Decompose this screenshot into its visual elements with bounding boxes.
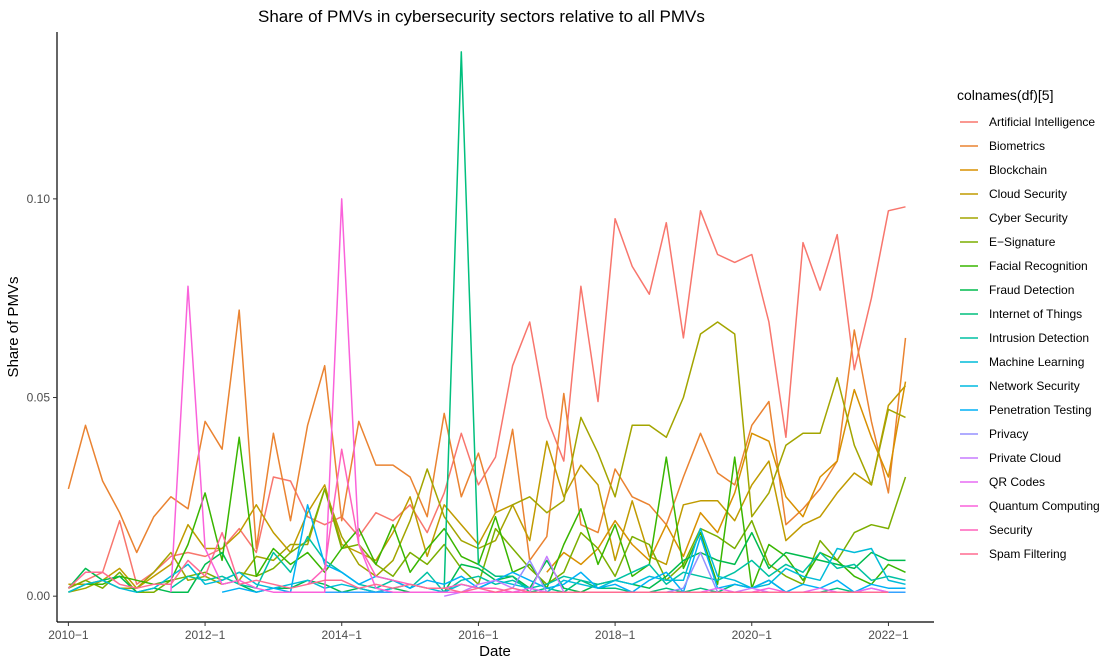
legend-label: Privacy (989, 427, 1028, 441)
x-tick-label: 2010−1 (48, 628, 89, 642)
legend-item: Spam Filtering (960, 547, 1066, 561)
legend-item: Fraud Detection (960, 283, 1074, 297)
legend-label: Cloud Security (989, 187, 1067, 201)
legend-item: Penetration Testing (960, 403, 1092, 417)
x-tick-label: 2020−1 (732, 628, 773, 642)
legend-label: Machine Learning (989, 355, 1084, 369)
legend-label: Facial Recognition (989, 259, 1088, 273)
legend-item: Internet of Things (960, 307, 1082, 321)
series-line-5 (68, 476, 907, 593)
legend-item: Cyber Security (960, 211, 1068, 225)
y-tick-label: 0.00 (27, 589, 51, 603)
series-line-18 (67, 531, 889, 593)
x-tick-label: 2022−1 (868, 628, 909, 642)
legend-item: Quantum Computing (960, 499, 1100, 513)
legend-item: Private Cloud (960, 451, 1061, 465)
legend-item: Biometrics (960, 139, 1045, 153)
x-tick-label: 2016−1 (458, 628, 499, 642)
legend-label: Cyber Security (989, 211, 1068, 225)
legend-label: Network Security (989, 379, 1080, 393)
legend-item: Blockchain (960, 163, 1047, 177)
legend-label: Quantum Computing (989, 499, 1100, 513)
legend-item: Artificial Intelligence (960, 115, 1095, 129)
series-line-4 (68, 321, 906, 593)
legend-item: Network Security (960, 379, 1080, 393)
legend-item: E−Signature (960, 235, 1056, 249)
legend-item: Machine Learning (960, 355, 1084, 369)
legend-label: Artificial Intelligence (989, 115, 1095, 129)
series-line-3 (68, 385, 907, 589)
x-tick-label: 2012−1 (185, 628, 226, 642)
legend-label: Private Cloud (989, 451, 1061, 465)
series-line-2 (546, 381, 907, 573)
legend-item: Intrusion Detection (960, 331, 1089, 345)
series-line-16 (170, 198, 889, 593)
series-line-9 (170, 535, 906, 593)
y-ticks: 0.00 0.05 0.10 (27, 192, 57, 603)
series-line-7 (67, 531, 906, 593)
legend-label: Security (989, 523, 1032, 537)
legend-label: E−Signature (989, 235, 1056, 249)
x-tick-label: 2018−1 (595, 628, 636, 642)
legend-item: Privacy (960, 427, 1028, 441)
y-axis-label: Share of PMVs (5, 277, 22, 378)
legend-item: Security (960, 523, 1032, 537)
legend-label: Intrusion Detection (989, 331, 1089, 345)
legend-label: Fraud Detection (989, 283, 1074, 297)
series-layer (67, 51, 907, 597)
legend-label: QR Codes (989, 475, 1045, 489)
series-line-0 (68, 206, 906, 589)
legend-label: Biometrics (989, 139, 1045, 153)
legend-label: Spam Filtering (989, 547, 1066, 561)
legend-title: colnames(df)[5] (957, 87, 1053, 103)
series-line-11 (221, 504, 906, 593)
legend-item: Facial Recognition (960, 259, 1088, 273)
x-axis-label: Date (479, 643, 511, 660)
chart-title: Share of PMVs in cybersecurity sectors r… (258, 7, 705, 26)
series-line-1 (67, 309, 907, 562)
legend-label: Internet of Things (989, 307, 1082, 321)
legend-item: Cloud Security (960, 187, 1067, 201)
legend-label: Blockchain (989, 163, 1047, 177)
legend-label: Penetration Testing (989, 403, 1092, 417)
legend: colnames(df)[5] Artificial Intelligence B… (957, 87, 1100, 561)
x-ticks: 2010−1 2012−1 2014−1 2016−1 2018−1 2020−1 2022… (48, 622, 909, 642)
x-tick-label: 2014−1 (322, 628, 363, 642)
legend-item: QR Codes (960, 475, 1045, 489)
y-tick-label: 0.05 (27, 391, 51, 405)
series-line-6 (68, 436, 906, 593)
y-tick-label: 0.10 (27, 192, 51, 206)
